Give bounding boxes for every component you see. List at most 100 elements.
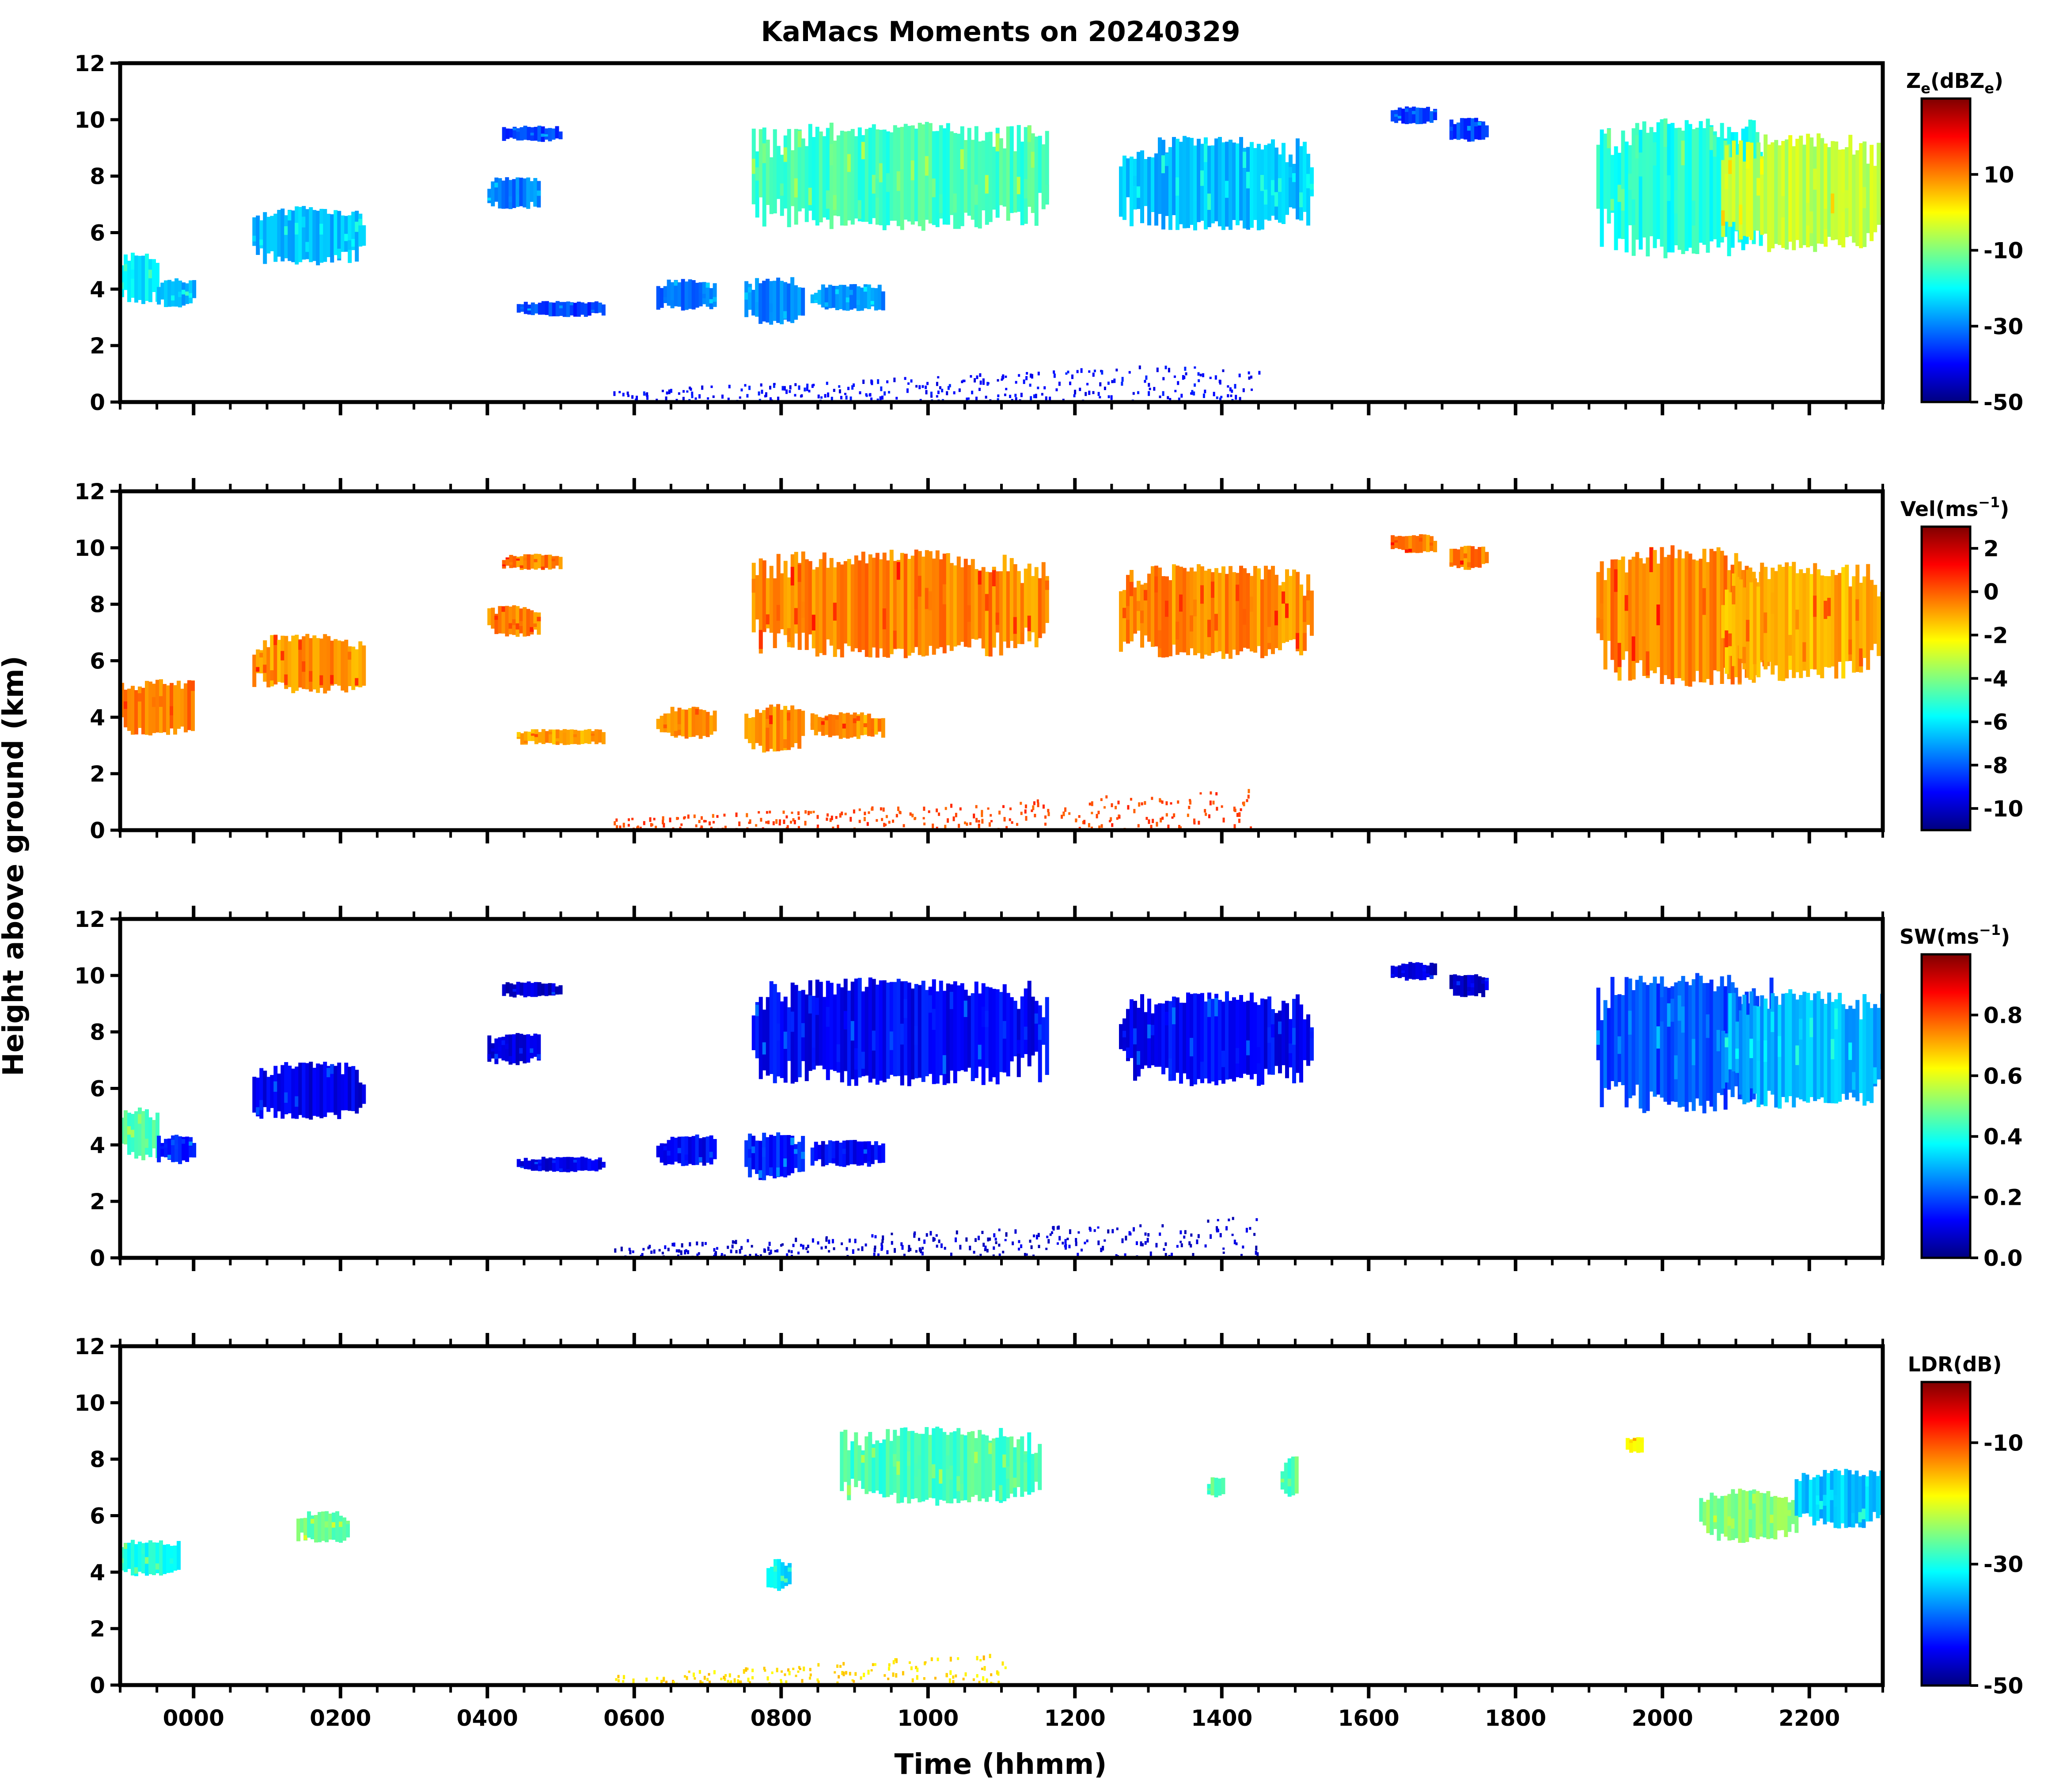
echo-column bbox=[946, 553, 950, 645]
echo-streak bbox=[788, 1567, 792, 1572]
echo-column bbox=[831, 1141, 836, 1164]
echo-speckle bbox=[622, 392, 625, 397]
echo-speckle bbox=[923, 1239, 926, 1244]
echo-column bbox=[527, 981, 531, 997]
echo-speckle bbox=[817, 1241, 819, 1245]
echo-speckle bbox=[701, 1241, 704, 1247]
echo-column bbox=[1735, 577, 1740, 646]
echo-streak bbox=[1027, 615, 1032, 631]
echo-speckle bbox=[777, 396, 780, 400]
echo-speckle bbox=[1222, 817, 1225, 823]
colorbar-tick-label: -8 bbox=[1983, 753, 2008, 778]
echo-streak bbox=[1024, 1026, 1028, 1040]
echo-column bbox=[534, 304, 539, 314]
echo-column bbox=[1294, 1456, 1299, 1494]
echo-column bbox=[1158, 567, 1162, 657]
colorbar-label-main: Vel(ms bbox=[1900, 497, 1978, 521]
echo-streak bbox=[1746, 619, 1750, 642]
echo-column bbox=[1784, 1497, 1788, 1537]
echo-speckle bbox=[1253, 1233, 1256, 1236]
echo-streak bbox=[1013, 617, 1017, 634]
echo-speckle bbox=[1037, 372, 1040, 376]
echo-column bbox=[344, 1063, 349, 1110]
echo-streak bbox=[1813, 168, 1817, 190]
echo-column bbox=[804, 994, 809, 1082]
echo-streak bbox=[762, 1042, 766, 1055]
echo-column bbox=[860, 712, 864, 736]
echo-speckle bbox=[869, 393, 872, 397]
echo-column bbox=[256, 215, 260, 255]
echo-streak bbox=[769, 715, 774, 724]
echo-column bbox=[296, 1519, 300, 1541]
echo-column bbox=[1802, 144, 1807, 245]
echo-column bbox=[1855, 1000, 1860, 1101]
echo-column bbox=[1827, 147, 1832, 237]
echo-column bbox=[854, 1432, 858, 1488]
echo-streak bbox=[1596, 1030, 1600, 1045]
echo-streak bbox=[1824, 209, 1828, 230]
echo-speckle bbox=[923, 806, 925, 811]
echo-column bbox=[874, 718, 878, 735]
echo-column bbox=[171, 1135, 175, 1162]
echo-column bbox=[1752, 1489, 1756, 1538]
echo-column bbox=[541, 301, 546, 315]
echo-streak bbox=[1725, 630, 1729, 647]
echo-column bbox=[520, 556, 524, 570]
echo-streak bbox=[1674, 1055, 1678, 1079]
echo-column bbox=[562, 1157, 567, 1172]
y-tick-label: 2 bbox=[90, 1189, 105, 1215]
echo-column bbox=[520, 982, 524, 996]
echo-streak bbox=[861, 1455, 865, 1463]
echo-column bbox=[326, 213, 331, 257]
echo-speckle bbox=[620, 1246, 623, 1252]
echo-column bbox=[1802, 573, 1807, 671]
echo-column bbox=[519, 608, 523, 634]
echo-column bbox=[598, 302, 602, 313]
echo-column bbox=[702, 282, 706, 304]
echo-column bbox=[1013, 1001, 1017, 1056]
echo-column bbox=[758, 1140, 763, 1180]
echo-column bbox=[787, 1135, 791, 1176]
echo-streak bbox=[487, 197, 492, 201]
echo-speckle bbox=[1092, 372, 1095, 377]
echo-streak bbox=[1453, 980, 1457, 985]
echo-column bbox=[1190, 567, 1194, 649]
echo-speckle bbox=[1069, 381, 1072, 385]
echo-streak bbox=[270, 670, 274, 681]
echo-streak bbox=[684, 1154, 689, 1161]
echo-streak bbox=[663, 297, 667, 301]
echo-streak bbox=[1667, 175, 1671, 201]
echo-column bbox=[790, 554, 795, 648]
echo-column bbox=[487, 1035, 492, 1062]
echo-speckle bbox=[1109, 820, 1111, 823]
echo-column bbox=[1460, 118, 1464, 139]
echo-column bbox=[971, 140, 975, 220]
echo-streak bbox=[1456, 133, 1461, 137]
echo-speckle bbox=[1197, 1234, 1200, 1238]
x-tick-label: 1200 bbox=[1044, 1705, 1106, 1731]
echo-region bbox=[810, 284, 885, 311]
echo-streak bbox=[751, 159, 756, 174]
echo-speckle bbox=[760, 383, 762, 387]
echo-column bbox=[576, 301, 581, 317]
echo-streak bbox=[1278, 1021, 1282, 1034]
echo-column bbox=[903, 1427, 908, 1497]
echo-column bbox=[1870, 580, 1874, 650]
echo-speckle bbox=[1009, 807, 1012, 810]
echo-speckle bbox=[768, 1252, 771, 1255]
echo-column bbox=[152, 1120, 156, 1149]
echo-column bbox=[298, 639, 303, 688]
echo-speckle bbox=[936, 1245, 938, 1248]
echo-column bbox=[1795, 139, 1800, 240]
echo-column bbox=[758, 997, 763, 1079]
echo-column bbox=[953, 133, 957, 229]
echo-speckle bbox=[737, 1679, 739, 1683]
echo-column bbox=[512, 126, 517, 139]
echo-column bbox=[826, 980, 830, 1080]
echo-streak bbox=[1236, 585, 1240, 601]
echo-column bbox=[1674, 558, 1678, 678]
echo-speckle bbox=[645, 1678, 648, 1682]
echo-streak bbox=[698, 1157, 703, 1162]
echo-column bbox=[312, 1067, 317, 1116]
echo-column bbox=[309, 207, 313, 262]
